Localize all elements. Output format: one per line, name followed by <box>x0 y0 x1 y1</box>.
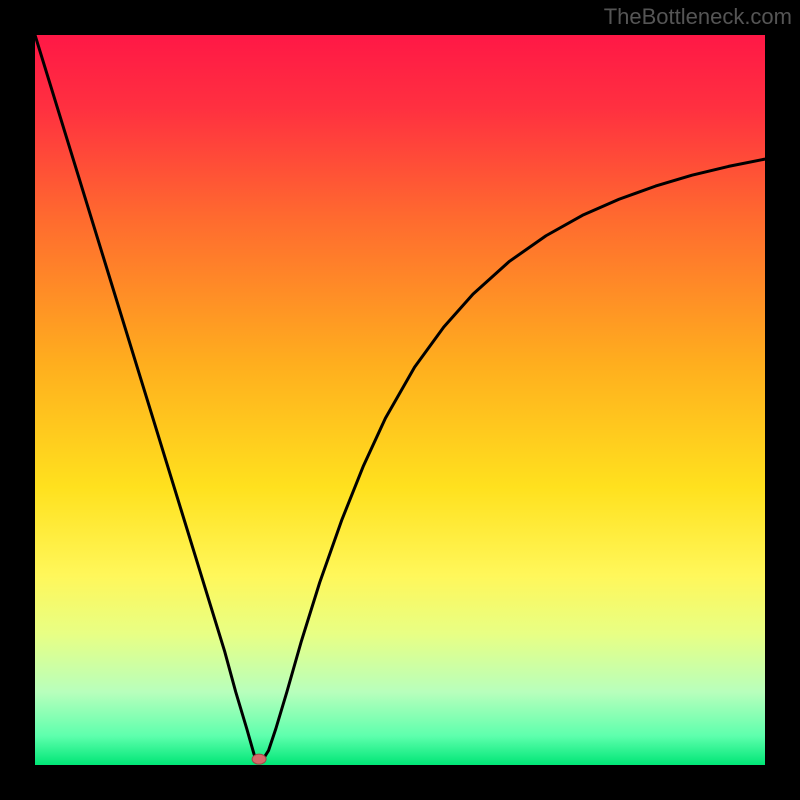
watermark-label: TheBottleneck.com <box>604 4 792 30</box>
chart-svg <box>35 35 765 765</box>
chart-container: TheBottleneck.com <box>0 0 800 800</box>
gradient-background <box>35 35 765 765</box>
minimum-marker <box>252 754 266 764</box>
plot-area <box>35 35 765 765</box>
